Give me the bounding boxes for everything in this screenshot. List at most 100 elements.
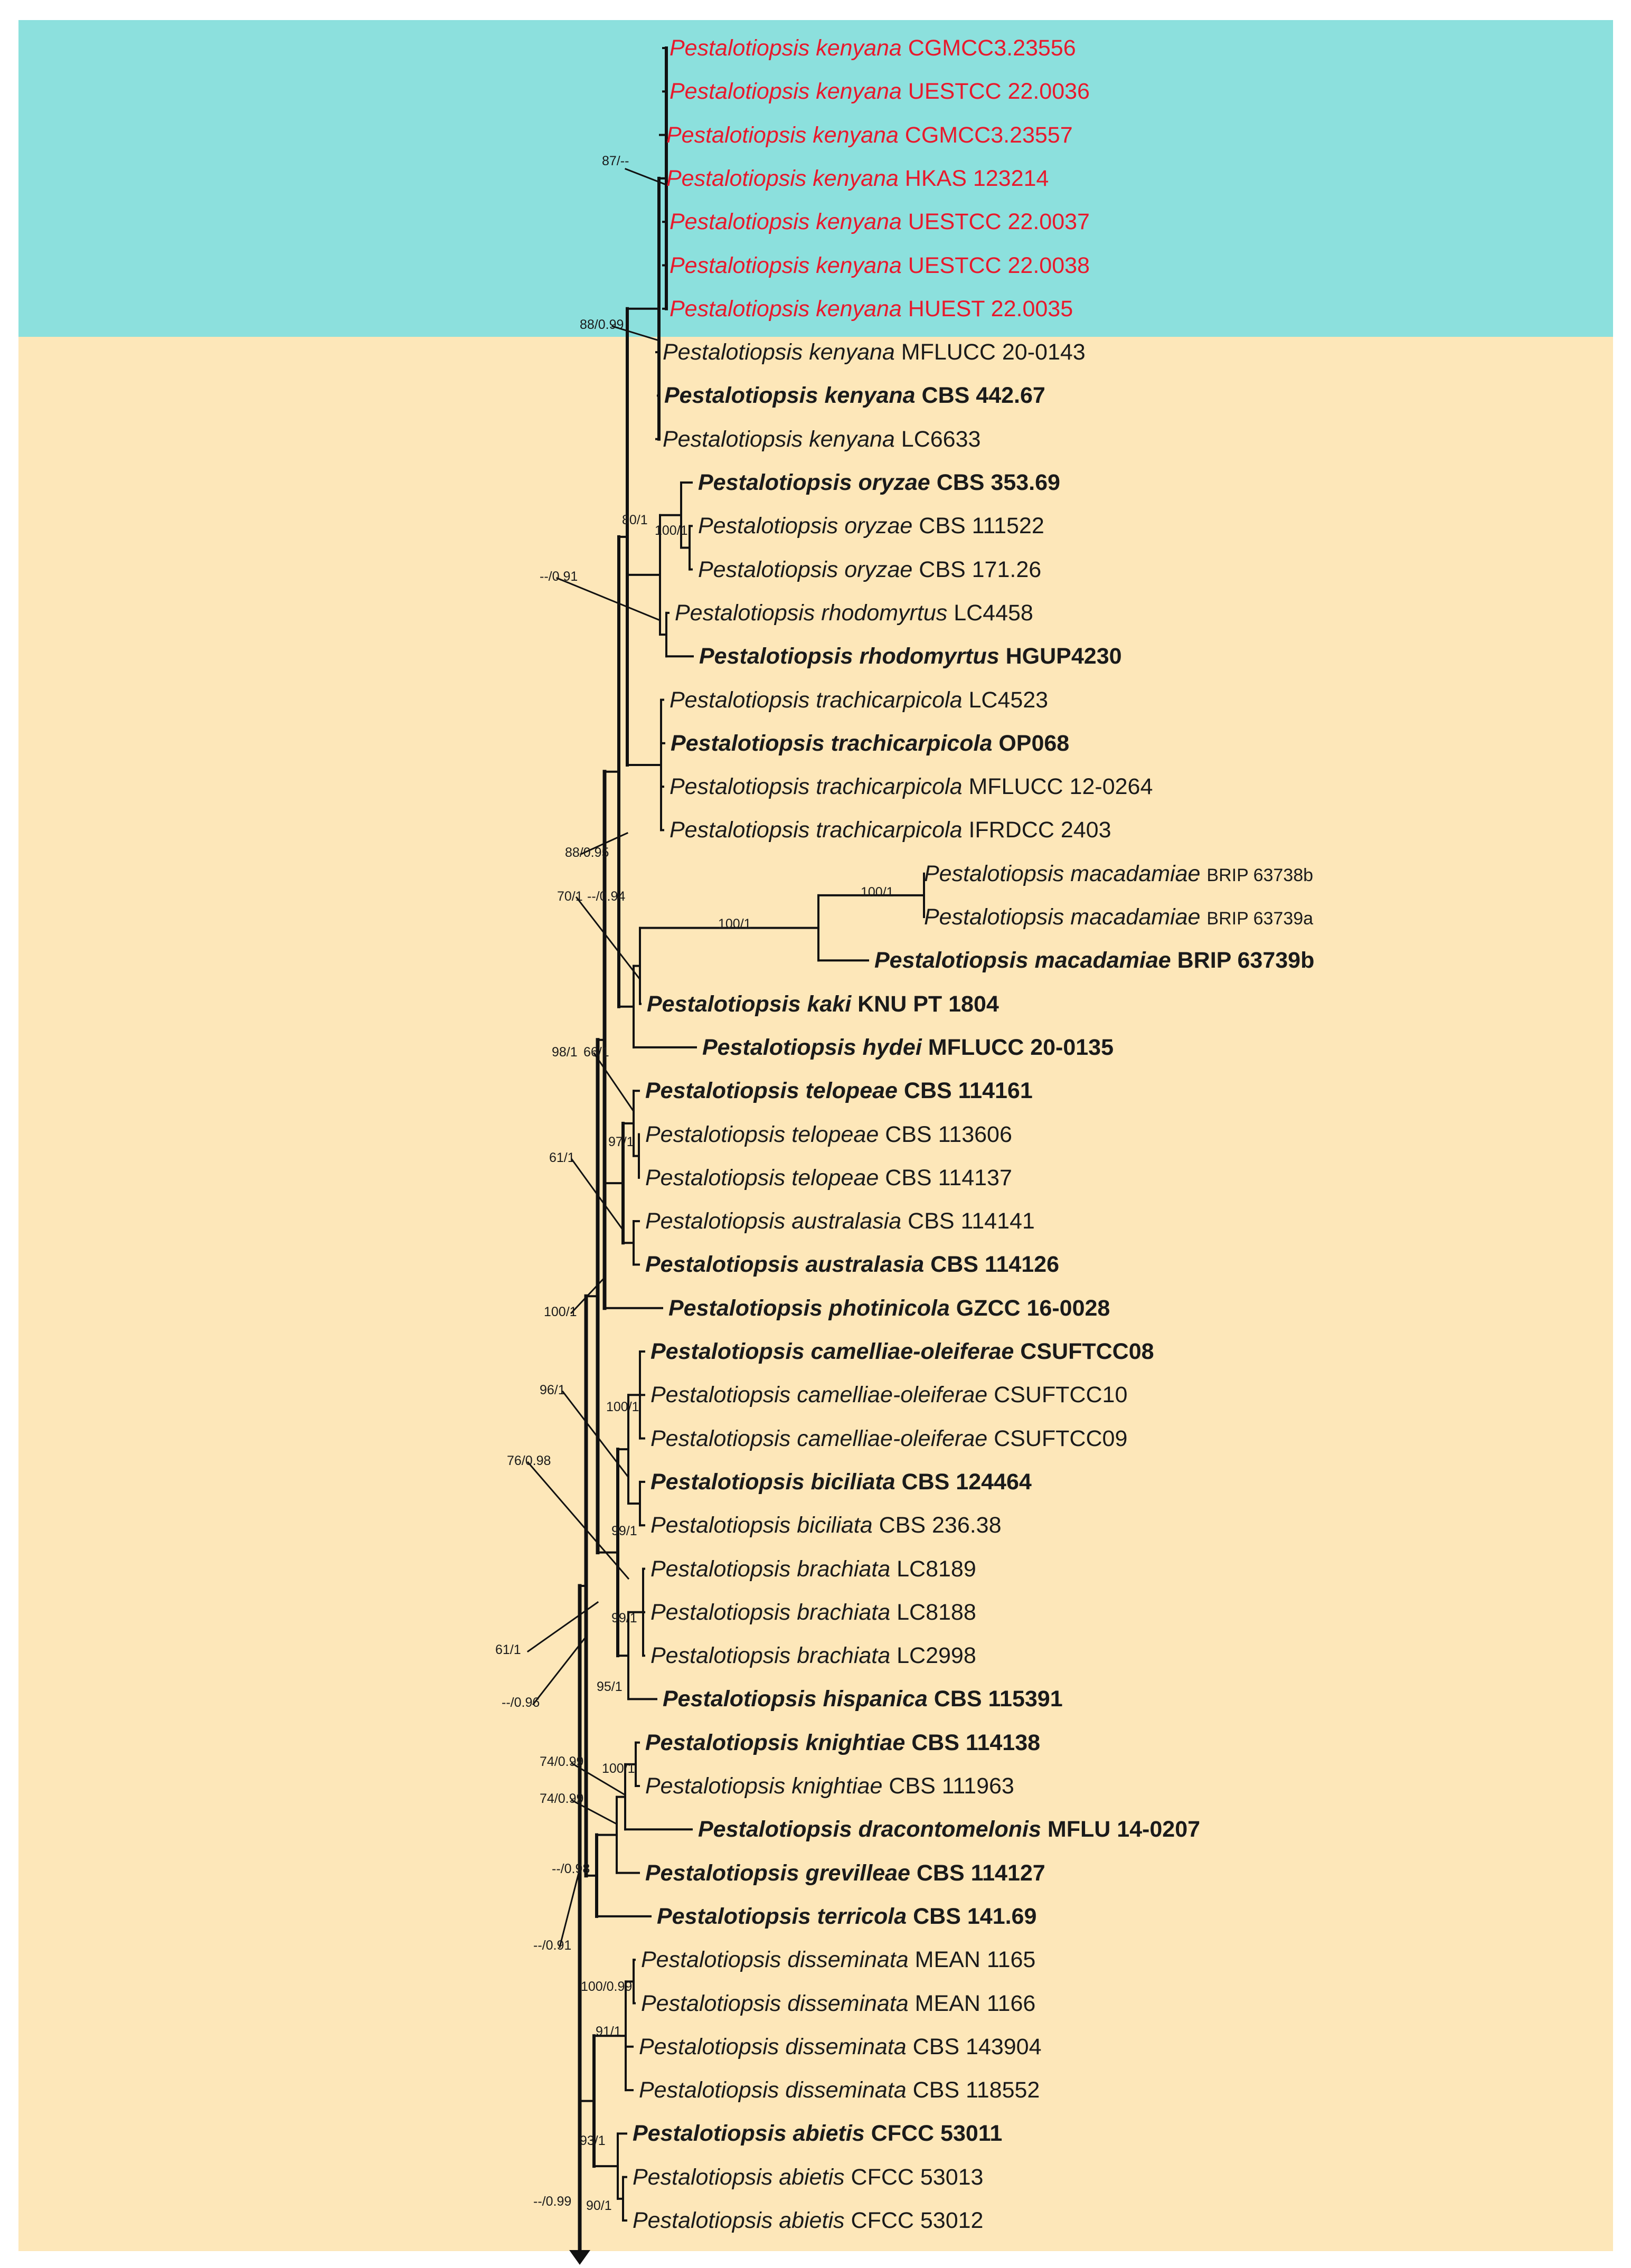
species-name: Pestalotiopsis hydei [702, 1034, 922, 1060]
tip-label: Pestalotiopsis dracontomelonis MFLU 14-0… [698, 1816, 1200, 1843]
tip-label: Pestalotiopsis photinicola GZCC 16-0028 [668, 1294, 1110, 1322]
species-name: Pestalotiopsis oryzae [698, 556, 913, 582]
support-value: 96/1 [540, 1383, 565, 1397]
tip-label: Pestalotiopsis disseminata CBS 143904 [639, 2033, 1042, 2061]
tip-label: Pestalotiopsis camelliae-oleiferae CSUFT… [650, 1338, 1154, 1365]
strain-id: CBS 124464 [901, 1469, 1032, 1495]
tip-label: Pestalotiopsis kenyana LC6633 [663, 426, 981, 453]
support-value: 100/1 [602, 1761, 635, 1776]
tip-label: Pestalotiopsis trachicarpicola LC4523 [670, 686, 1048, 714]
strain-id: GZCC 16-0028 [956, 1295, 1110, 1321]
strain-id: UESTCC 22.0038 [908, 252, 1090, 278]
species-name: Pestalotiopsis camelliae-oleiferae [650, 1382, 988, 1408]
species-name: Pestalotiopsis macadamiae [924, 904, 1201, 930]
species-name: Pestalotiopsis disseminata [641, 1990, 909, 2016]
strain-id: CFCC 53013 [851, 2164, 984, 2190]
species-name: Pestalotiopsis abietis [633, 2164, 845, 2190]
species-name: Pestalotiopsis camelliae-oleiferae [650, 1339, 1014, 1364]
species-name: Pestalotiopsis brachiata [650, 1643, 891, 1669]
strain-id: BRIP 63739b [1177, 948, 1315, 974]
support-value: 100/1 [655, 523, 688, 538]
support-value: 88/0.95 [565, 845, 609, 860]
strain-id: UESTCC 22.0037 [908, 209, 1090, 235]
support-value: 91/1 [596, 2024, 621, 2039]
support-value: 100/1 [718, 916, 751, 931]
tip-label: Pestalotiopsis kenyana UESTCC 22.0036 [670, 78, 1090, 105]
tip-label: Pestalotiopsis camelliae-oleiferae CSUFT… [650, 1381, 1127, 1409]
tip-label: Pestalotiopsis knightiae CBS 114138 [645, 1729, 1040, 1756]
tip-label: Pestalotiopsis terricola CBS 141.69 [657, 1903, 1036, 1930]
strain-id: MEAN 1165 [915, 1947, 1036, 1973]
tip-label: Pestalotiopsis kenyana CGMCC3.23557 [666, 121, 1073, 149]
support-leader-line [570, 1762, 627, 1797]
tip-label: Pestalotiopsis kenyana UESTCC 22.0038 [670, 252, 1090, 279]
tip-label: Pestalotiopsis abietis CFCC 53013 [633, 2163, 983, 2191]
tip-label: Pestalotiopsis biciliata CBS 236.38 [650, 1511, 1002, 1539]
species-name: Pestalotiopsis terricola [657, 1903, 907, 1929]
species-name: Pestalotiopsis rhodomyrtus [699, 644, 1000, 669]
support-value: --/0.91 [540, 569, 578, 584]
tip-label: Pestalotiopsis kenyana CBS 442.67 [664, 382, 1045, 409]
support-leader-line [611, 325, 660, 342]
support-leader-line [570, 1158, 625, 1232]
strain-id: BRIP 63738b [1206, 865, 1314, 885]
species-name: Pestalotiopsis trachicarpicola [670, 687, 963, 713]
tip-label: Pestalotiopsis kenyana HKAS 123214 [666, 165, 1049, 192]
species-name: Pestalotiopsis trachicarpicola [671, 730, 993, 756]
support-value: 88/0.99 [580, 317, 624, 332]
species-name: Pestalotiopsis disseminata [639, 2034, 907, 2059]
species-name: Pestalotiopsis kenyana [670, 35, 902, 61]
tip-label: Pestalotiopsis disseminata CBS 118552 [639, 2076, 1040, 2104]
strain-id: CBS 143904 [912, 2034, 1042, 2059]
support-value: --/0.91 [533, 1938, 572, 1953]
strain-id: LC2998 [897, 1643, 976, 1669]
tip-label: Pestalotiopsis australasia CBS 114141 [645, 1207, 1035, 1235]
support-leader-line [580, 832, 628, 855]
support-leader-line [561, 1390, 630, 1479]
tip-label: Pestalotiopsis telopeae CBS 113606 [645, 1121, 1012, 1148]
tip-label: Pestalotiopsis oryzae CBS 353.69 [698, 469, 1060, 496]
strain-id: CSUFTCC09 [994, 1425, 1128, 1451]
species-name: Pestalotiopsis kenyana [664, 383, 916, 409]
strain-id: CBS 118552 [912, 2077, 1040, 2103]
strain-id: CBS 236.38 [879, 1513, 1002, 1538]
tip-label: Pestalotiopsis brachiata LC8189 [650, 1555, 976, 1583]
support-value: --/0.94 [587, 889, 626, 904]
tip-label: Pestalotiopsis disseminata MEAN 1166 [641, 1990, 1035, 2017]
species-name: Pestalotiopsis macadamiae [924, 861, 1201, 886]
tip-label: Pestalotiopsis grevilleae CBS 114127 [645, 1859, 1045, 1887]
strain-id: IFRDCC 2403 [968, 817, 1111, 843]
strain-id: OP068 [998, 730, 1070, 756]
strain-id: LC8189 [897, 1556, 976, 1582]
species-name: Pestalotiopsis macadamiae [874, 948, 1171, 974]
tip-label: Pestalotiopsis rhodomyrtus LC4458 [675, 599, 1033, 627]
strain-id: KNU PT 1804 [857, 991, 999, 1017]
support-value: 97/1 [608, 1135, 634, 1149]
support-leader-line [625, 168, 667, 186]
support-value: 99/1 [611, 1611, 637, 1626]
species-name: Pestalotiopsis kenyana [670, 79, 902, 105]
species-name: Pestalotiopsis brachiata [650, 1556, 891, 1582]
strain-id: CBS 114126 [930, 1252, 1059, 1278]
support-value: 80/1 [622, 513, 648, 527]
tip-label: Pestalotiopsis trachicarpicola MFLUCC 12… [670, 773, 1153, 800]
tip-label: Pestalotiopsis biciliata CBS 124464 [650, 1468, 1032, 1496]
tip-label: Pestalotiopsis kenyana HUEST 22.0035 [670, 295, 1073, 323]
tip-label: Pestalotiopsis abietis CFCC 53011 [633, 2120, 1002, 2147]
support-value: --/0.98 [552, 1861, 590, 1876]
species-name: Pestalotiopsis australasia [645, 1208, 902, 1234]
species-name: Pestalotiopsis biciliata [650, 1513, 873, 1538]
strain-id: LC4523 [968, 687, 1049, 713]
species-name: Pestalotiopsis abietis [633, 2121, 865, 2147]
tip-label: Pestalotiopsis disseminata MEAN 1165 [641, 1946, 1035, 1973]
tip-label: Pestalotiopsis kaki KNU PT 1804 [647, 990, 999, 1018]
strain-id: HGUP4230 [1005, 644, 1122, 669]
species-name: Pestalotiopsis kenyana [666, 165, 899, 191]
species-name: Pestalotiopsis australasia [645, 1252, 925, 1278]
tip-label: Pestalotiopsis macadamiae BRIP 63739b [874, 947, 1314, 974]
strain-id: CBS 114138 [911, 1730, 1041, 1755]
strain-id: CBS 111522 [919, 513, 1044, 539]
strain-id: MFLUCC 20-0143 [901, 339, 1086, 365]
species-name: Pestalotiopsis disseminata [639, 2077, 907, 2103]
